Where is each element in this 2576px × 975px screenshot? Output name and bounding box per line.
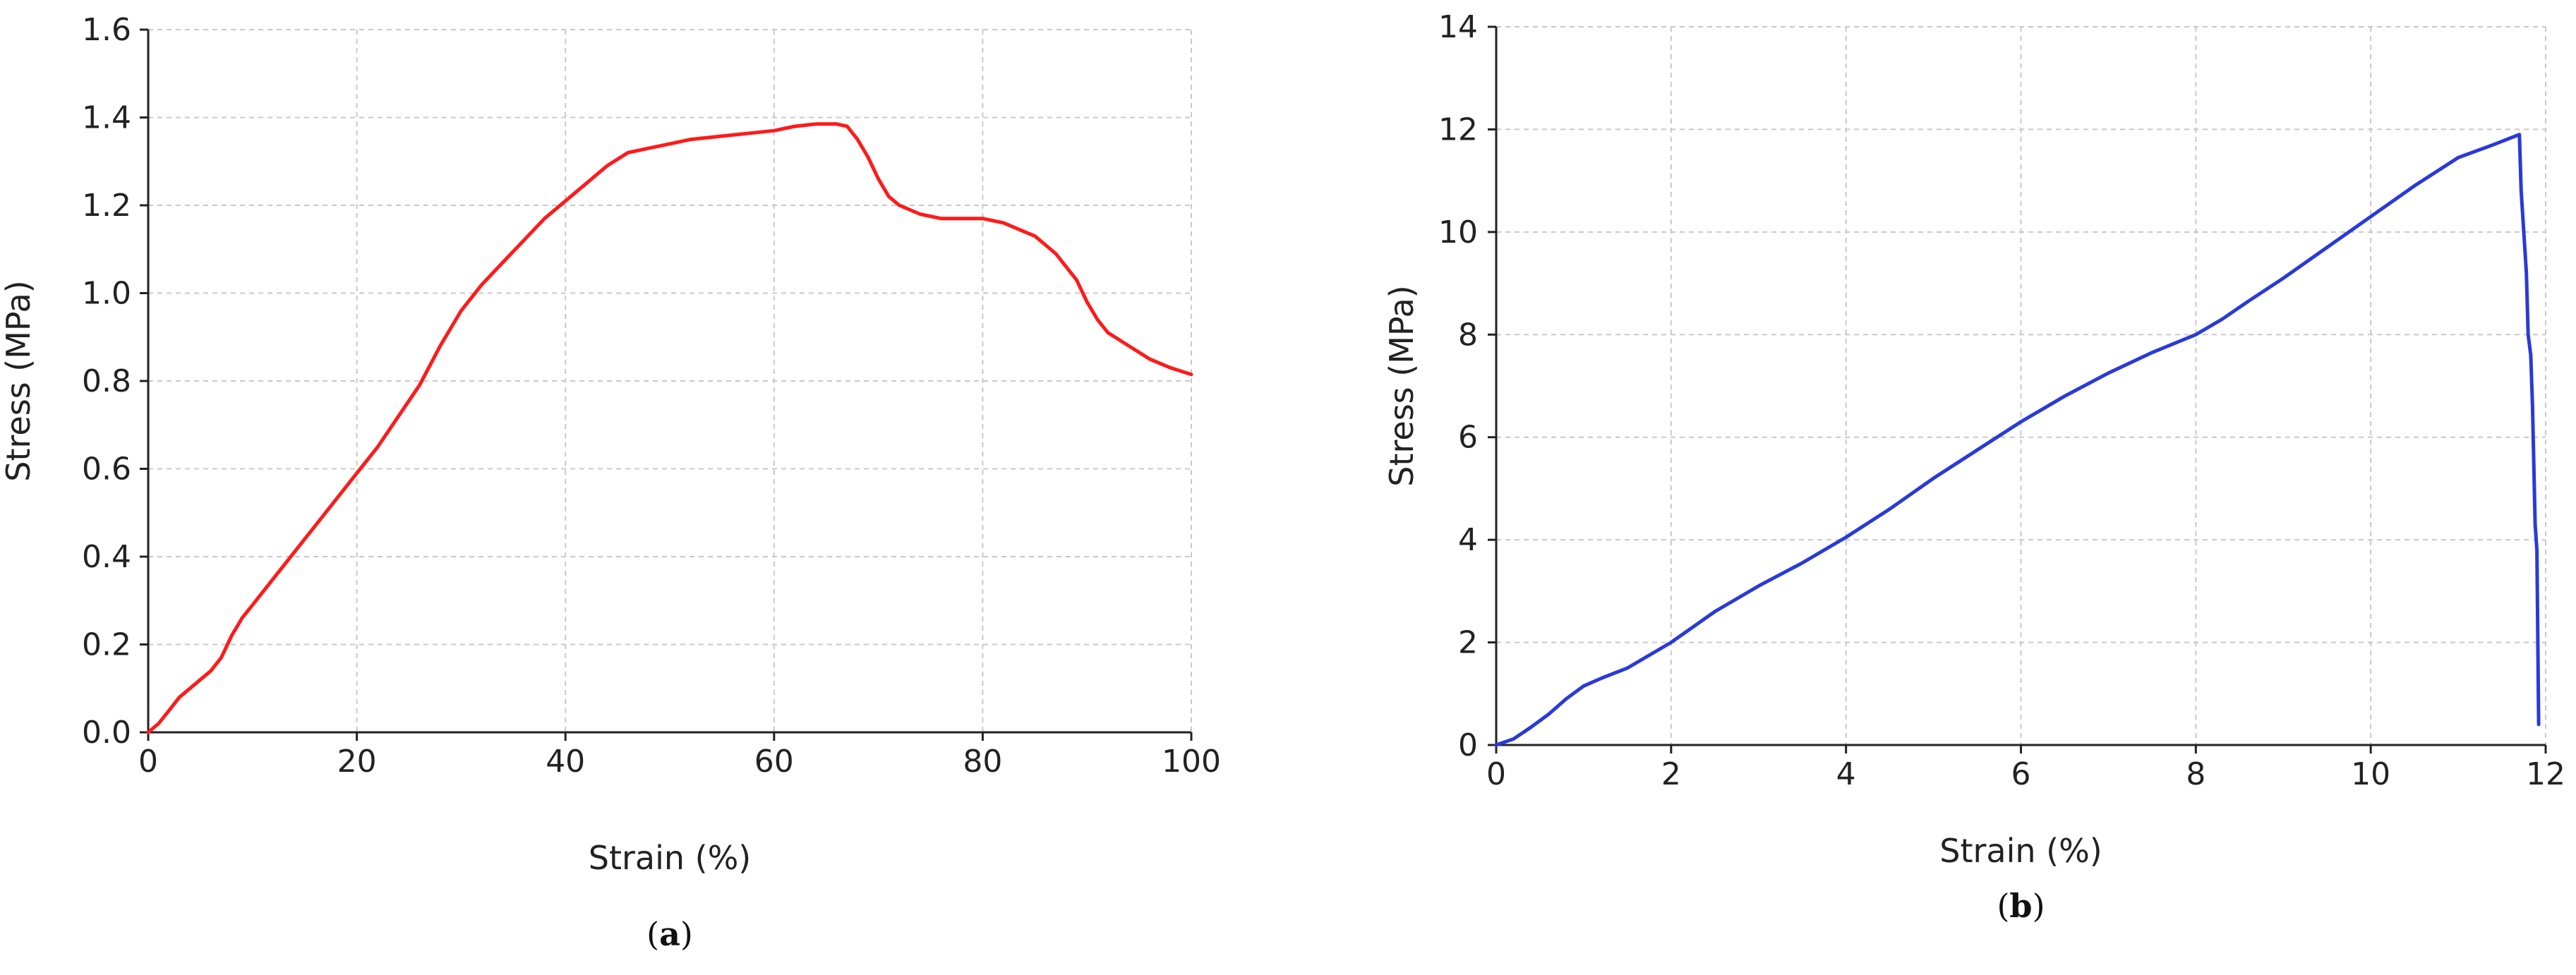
y-tick-label: 0.2 [82,627,131,663]
panel-caption: (a) [646,915,693,953]
x-tick-label: 20 [337,744,377,780]
gridlines [148,29,1192,732]
x-axis-label: Strain (%) [589,839,752,877]
x-tick-label: 100 [1162,744,1221,780]
y-tick-label: 1.2 [82,188,131,224]
x-axis-label: Strain (%) [1939,832,2102,870]
y-axis-label: Stress (MPa) [1383,285,1421,486]
x-tick-label: 10 [2351,756,2390,792]
stress-strain-line [1494,133,2541,747]
y-tick-label: 8 [1458,317,1478,353]
y-tick-label: 4 [1458,522,1478,558]
y-tick-label: 0.8 [82,363,131,399]
y-tick-label: 2 [1458,625,1478,661]
chart-panel-a: 0 20 40 60 80 100 0.0 0.2 0.4 0.6 0.8 1.0 1.2 1.4 1.6 S… [0,12,1221,953]
y-tick-label: 10 [1438,214,1478,250]
y-tick-label: 0.4 [82,539,131,575]
x-tick-label: 4 [1836,756,1856,792]
x-tick-label: 40 [546,744,585,780]
x-tick-label: 0 [1486,756,1506,792]
panel-caption: (b) [1997,887,2045,925]
y-tick-label: 14 [1438,9,1478,45]
y-tick-label: 0.0 [82,715,131,751]
y-tick-label: 1.4 [82,100,131,136]
stress-strain-line [146,122,1193,734]
y-tick-label: 6 [1458,420,1478,456]
y-tick-label: 1.6 [82,12,131,48]
x-tick-label: 80 [963,744,1002,780]
chart-panel-b: 0 2 4 6 8 10 12 0 2 4 6 8 10 12 14 Strain (%) Stress (MP… [1383,9,2565,925]
x-tick-label: 2 [1661,756,1681,792]
y-tick-label: 1.0 [82,276,131,312]
y-axis-label: Stress (MPa) [0,280,37,481]
x-tick-label: 12 [2526,756,2565,792]
x-tick-label: 8 [2186,756,2205,792]
y-tick-label: 12 [1438,111,1478,147]
x-tick-label: 6 [2011,756,2031,792]
y-tick-label: 0.6 [82,452,131,488]
y-tick-label: 0 [1458,727,1478,763]
x-tick-label: 60 [754,744,794,780]
x-tick-label: 0 [138,744,158,780]
gridlines [1496,26,2546,745]
